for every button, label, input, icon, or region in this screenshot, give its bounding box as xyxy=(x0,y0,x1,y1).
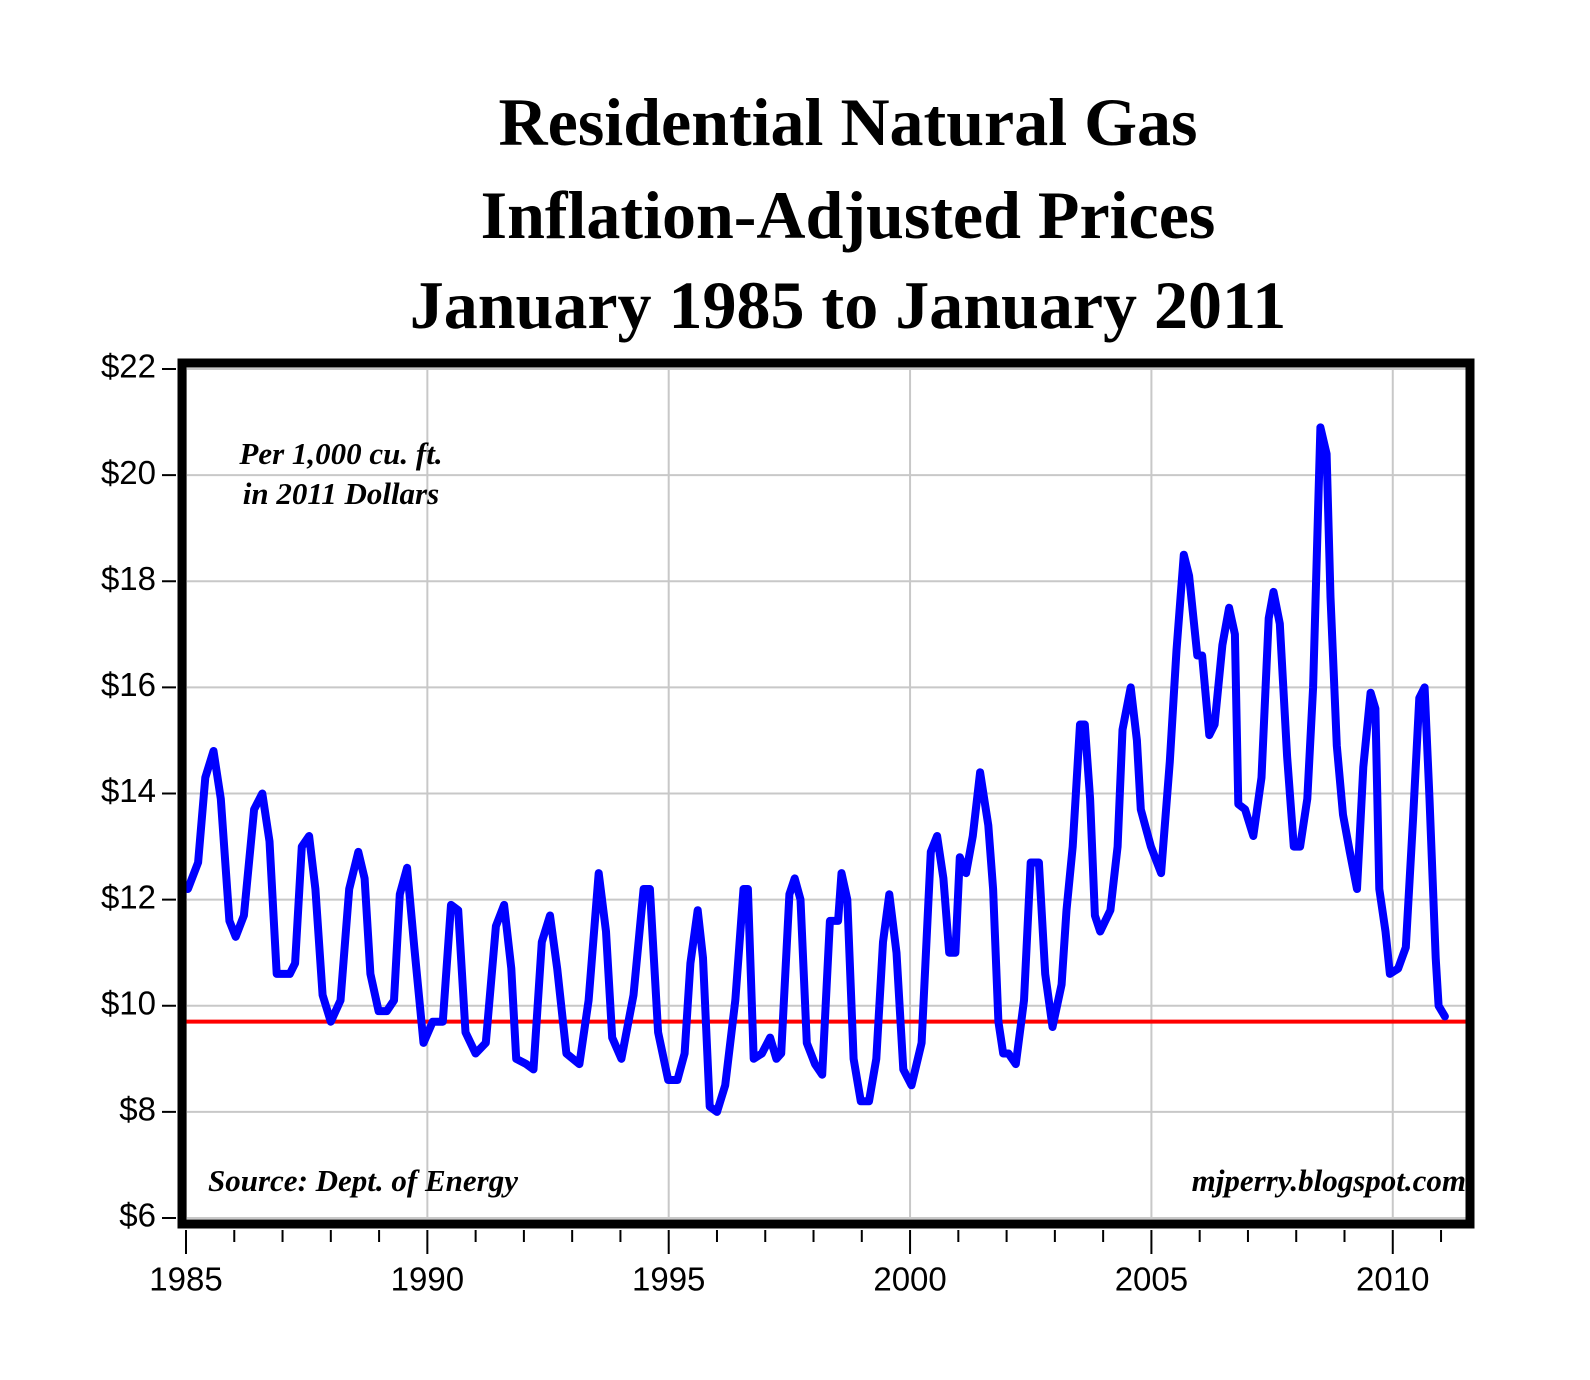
y-tick-label: $10 xyxy=(101,984,156,1021)
y-tick-label: $12 xyxy=(101,878,156,915)
chart-title: January 1985 to January 2011 xyxy=(410,267,1287,343)
plot-frame xyxy=(177,358,1475,1229)
x-tick-label: 1995 xyxy=(632,1261,705,1298)
annotation: mjperry.blogspot.com xyxy=(1192,1163,1466,1198)
plot-area: $6 $8 $10 $12 $14 $16 $18 $20 $22 1985 1990 1995 200… xyxy=(101,348,1475,1298)
x-tick-label: 2010 xyxy=(1356,1261,1429,1298)
x-tick-label: 2005 xyxy=(1115,1261,1188,1298)
y-tick-label: $18 xyxy=(101,560,156,597)
y-tick-label: $8 xyxy=(119,1091,156,1128)
y-tick-label: $6 xyxy=(119,1197,156,1234)
y-tick-label: $20 xyxy=(101,454,156,491)
chart-title: Residential Natural Gas xyxy=(499,84,1198,160)
x-tick-label: 1985 xyxy=(149,1261,222,1298)
annotation: Source: Dept. of Energy xyxy=(208,1163,518,1198)
annotation: Per 1,000 cu. ft. xyxy=(238,436,442,471)
x-tick-label: 2000 xyxy=(873,1261,946,1298)
annotation: in 2011 Dollars xyxy=(243,476,439,511)
y-tick-label: $22 xyxy=(101,348,156,385)
chart-title: Inflation-Adjusted Prices xyxy=(481,177,1216,253)
x-tick-label: 1990 xyxy=(391,1261,464,1298)
y-tick-label: $14 xyxy=(101,772,156,809)
data-line xyxy=(183,423,1449,1116)
y-tick-label: $16 xyxy=(101,666,156,703)
